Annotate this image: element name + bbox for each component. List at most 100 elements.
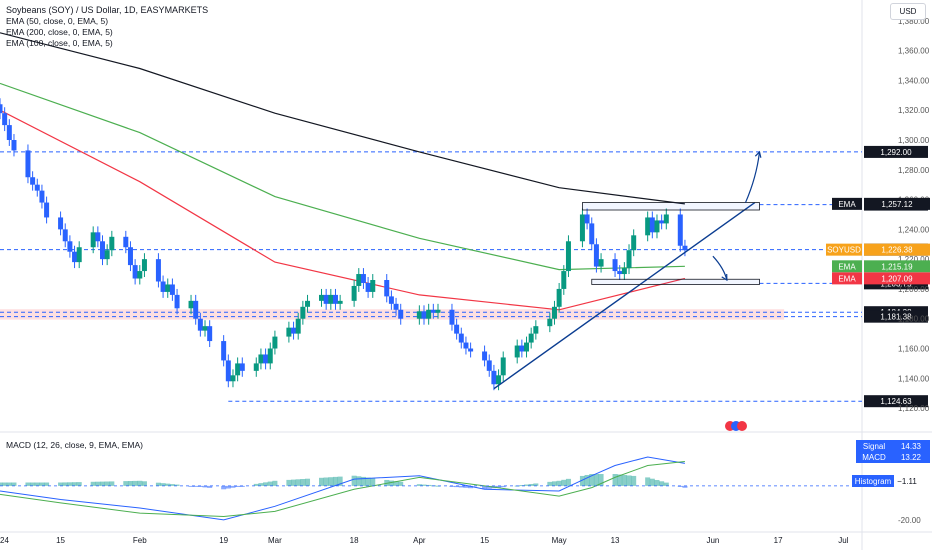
histogram-bar <box>239 485 245 487</box>
candle-body <box>132 265 138 279</box>
currency-button[interactable]: USD <box>890 3 926 20</box>
ema200-line <box>0 32 685 205</box>
candle-body <box>202 326 208 331</box>
ema-legend-100[interactable]: EMA (100, close, 0, EMA, 5) <box>6 38 113 48</box>
histogram-bar <box>645 477 651 486</box>
histogram-bar <box>426 484 432 486</box>
histogram-bar <box>617 474 623 486</box>
histogram-bar <box>496 485 502 488</box>
macd-tag-value: −1.11 <box>897 477 917 486</box>
histogram-bar <box>598 474 604 486</box>
candle-body <box>649 217 655 233</box>
symbol-title[interactable]: Soybeans (SOY) / US Dollar, 1D, EASYMARK… <box>6 5 209 15</box>
candle-body <box>551 306 557 319</box>
level-tag <box>864 310 928 323</box>
ema-legend-50[interactable]: EMA (50, close, 0, EMA, 5) <box>6 16 109 26</box>
x-tick-label: Feb <box>133 536 147 545</box>
macd-tag-value: 14.33 <box>901 442 922 451</box>
candle-body <box>272 336 278 349</box>
candle-body <box>95 232 101 242</box>
histogram-bar <box>67 482 73 486</box>
ema-lines <box>0 32 686 311</box>
candle-body <box>528 333 534 343</box>
candle-body <box>500 357 506 376</box>
candle-body <box>100 241 106 260</box>
candle-body <box>579 214 585 242</box>
event-flags[interactable] <box>725 421 747 431</box>
histogram-bar <box>649 478 655 486</box>
histogram-bar <box>319 477 325 486</box>
histogram-bar <box>72 482 78 486</box>
candle-body <box>365 282 371 292</box>
candle-body <box>328 294 334 304</box>
macd-tag-box <box>892 440 930 452</box>
histogram-bar <box>551 481 557 486</box>
histogram-bar <box>221 485 227 490</box>
x-tick-label: 18 <box>350 536 359 545</box>
candle-body <box>141 259 147 272</box>
price-tag-value: 1,207.09 <box>881 274 913 283</box>
time-axis: 2024 15 Feb 19 Mar 18 Apr 15 May 13 Jun 17 Jul <box>0 536 849 545</box>
y-tick-label: 1,380.00 <box>898 17 930 26</box>
histogram-bar <box>356 476 362 486</box>
price-tag-name: EMA <box>838 274 856 283</box>
histogram-bar <box>370 478 376 486</box>
histogram-bar <box>58 482 64 486</box>
candle-body <box>2 113 8 126</box>
candle-body <box>90 232 96 248</box>
histogram-bar <box>468 485 474 489</box>
histogram-bar <box>225 485 231 489</box>
projection-arrow <box>712 255 728 281</box>
y-tick-label: 1,360.00 <box>898 47 930 56</box>
y-tick-label: 1,320.00 <box>898 106 930 115</box>
histogram-bar <box>612 474 618 486</box>
histogram-bar <box>2 482 8 486</box>
histogram-bar <box>132 480 138 486</box>
histogram-bar <box>360 476 366 486</box>
macd-legend[interactable]: MACD (12, 26, close, 9, EMA, EMA) <box>6 440 143 450</box>
macd-tag-name: MACD <box>862 453 886 462</box>
histogram-bar <box>393 481 399 486</box>
price-tag-name-box <box>832 260 862 273</box>
candle-body <box>165 284 171 292</box>
ema-legend-200[interactable]: EMA (200, close, 0, EMA, 5) <box>6 27 113 37</box>
histogram-bar <box>416 484 422 486</box>
histogram-bar <box>258 483 264 486</box>
histogram-bar <box>300 479 306 486</box>
candle-body <box>235 363 241 376</box>
macd-tag-value: 13.22 <box>901 453 922 462</box>
price-tag-name-box <box>832 272 862 285</box>
histogram-bar <box>104 481 110 486</box>
histogram-bar <box>654 479 660 486</box>
histogram-bar <box>519 485 525 487</box>
candle-body <box>197 318 203 331</box>
candle-body <box>332 294 338 304</box>
histogram-bar <box>34 482 40 486</box>
macd-tag-name: Histogram <box>855 477 892 486</box>
candle-body <box>253 363 259 371</box>
histogram-bar <box>137 480 143 486</box>
price-tag-value: 1,226.38 <box>881 246 913 255</box>
candles[interactable] <box>0 98 688 391</box>
candle-body <box>39 190 45 203</box>
y-tick-label: 1,200.00 <box>898 285 930 294</box>
histogram-bar <box>458 485 464 488</box>
trendline <box>493 201 756 390</box>
histogram-bar <box>39 482 45 486</box>
candle-body <box>598 259 604 267</box>
histogram-bar <box>253 483 259 486</box>
x-tick-label: Apr <box>413 536 426 545</box>
histogram-bar <box>295 479 301 486</box>
y-tick-label: 1,220.00 <box>898 255 930 264</box>
candle-body <box>123 236 129 248</box>
candle-body <box>230 375 236 382</box>
price-tag <box>864 197 930 210</box>
candle-body <box>388 296 394 304</box>
histogram-bar <box>109 481 115 486</box>
us-flag-icon <box>737 421 747 431</box>
histogram-bar <box>579 475 585 486</box>
y-tick-label: 1,140.00 <box>898 374 930 383</box>
candle-body <box>519 345 525 352</box>
level-tag-label: 1,181.38 <box>880 313 912 322</box>
